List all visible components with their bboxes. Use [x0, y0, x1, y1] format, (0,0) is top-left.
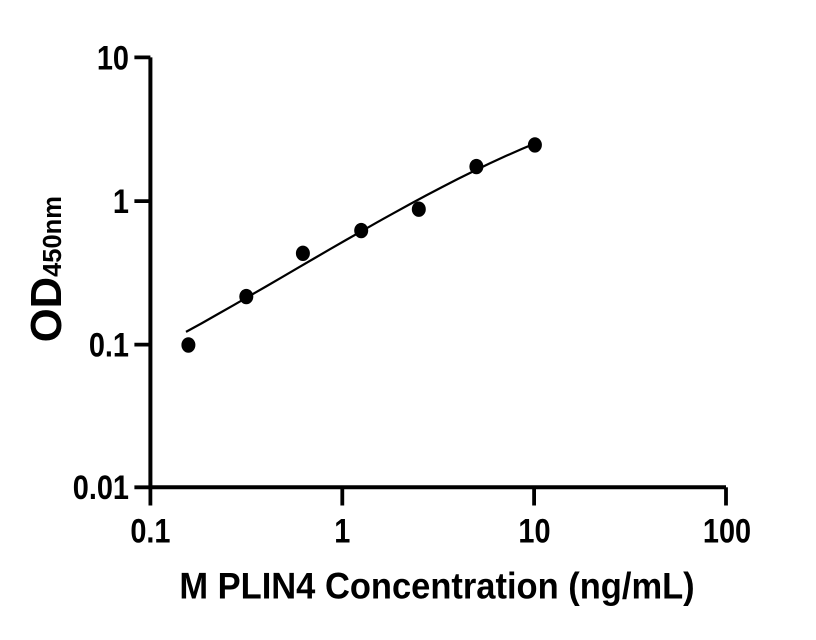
svg-text:100: 100	[703, 511, 751, 550]
svg-text:10: 10	[518, 511, 550, 550]
svg-text:OD450nm: OD450nm	[23, 196, 71, 342]
svg-text:10: 10	[97, 38, 129, 77]
svg-text:0.01: 0.01	[73, 468, 129, 507]
svg-text:0.1: 0.1	[89, 325, 129, 364]
svg-text:M PLIN4 Concentration (ng/mL): M PLIN4 Concentration (ng/mL)	[179, 564, 694, 607]
svg-text:1: 1	[334, 511, 350, 550]
svg-text:0.1: 0.1	[130, 511, 170, 550]
svg-text:1: 1	[113, 182, 129, 221]
